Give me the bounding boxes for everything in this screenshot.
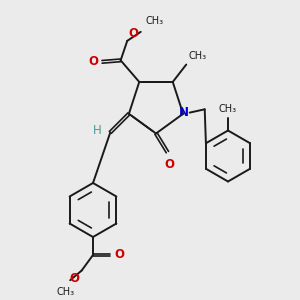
Text: CH₃: CH₃ xyxy=(57,287,75,297)
Text: H: H xyxy=(93,124,102,136)
Text: CH₃: CH₃ xyxy=(145,16,164,26)
Text: O: O xyxy=(129,27,139,40)
Text: O: O xyxy=(164,158,174,170)
Text: CH₃: CH₃ xyxy=(219,104,237,114)
Text: O: O xyxy=(114,248,124,262)
Text: O: O xyxy=(88,55,98,68)
Text: CH₃: CH₃ xyxy=(189,51,207,61)
Text: N: N xyxy=(179,106,189,119)
Text: O: O xyxy=(69,272,79,285)
